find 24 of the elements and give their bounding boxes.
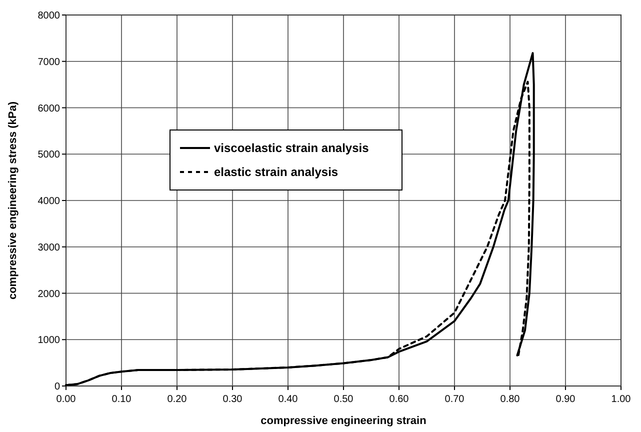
x-tick-label: 0.90 (556, 394, 576, 405)
y-tick-label: 5000 (38, 150, 60, 161)
x-axis-title: compressive engineering strain (260, 415, 427, 427)
x-tick-label: 0.20 (167, 394, 188, 405)
y-tick-label: 0 (54, 382, 60, 392)
x-tick-label: 0.00 (56, 394, 76, 405)
y-tick-label: 1000 (38, 335, 60, 346)
x-tick-label: 0.40 (278, 394, 298, 405)
y-tick-label: 4000 (38, 196, 60, 207)
y-tick-label: 2000 (38, 288, 60, 300)
x-tick-label: 0.10 (112, 394, 132, 405)
x-tick-label: 0.70 (444, 394, 465, 405)
y-tick-label: 6000 (38, 103, 60, 114)
y-axis-title: compressive engineering stress (kPa) (7, 101, 19, 300)
y-tick-label: 8000 (38, 10, 60, 22)
x-tick-label: 0.30 (222, 394, 243, 405)
legend-label: viscoelastic strain analysis (214, 141, 370, 155)
y-tick-label: 7000 (38, 56, 60, 68)
legend-label: elastic strain analysis (214, 165, 338, 179)
x-tick-label: 0.50 (334, 394, 354, 405)
y-tick-label: 3000 (38, 242, 60, 254)
x-tick-label: 1.00 (611, 394, 632, 405)
x-tick-label: 0.80 (500, 394, 520, 405)
x-tick-label: 0.60 (389, 394, 410, 405)
